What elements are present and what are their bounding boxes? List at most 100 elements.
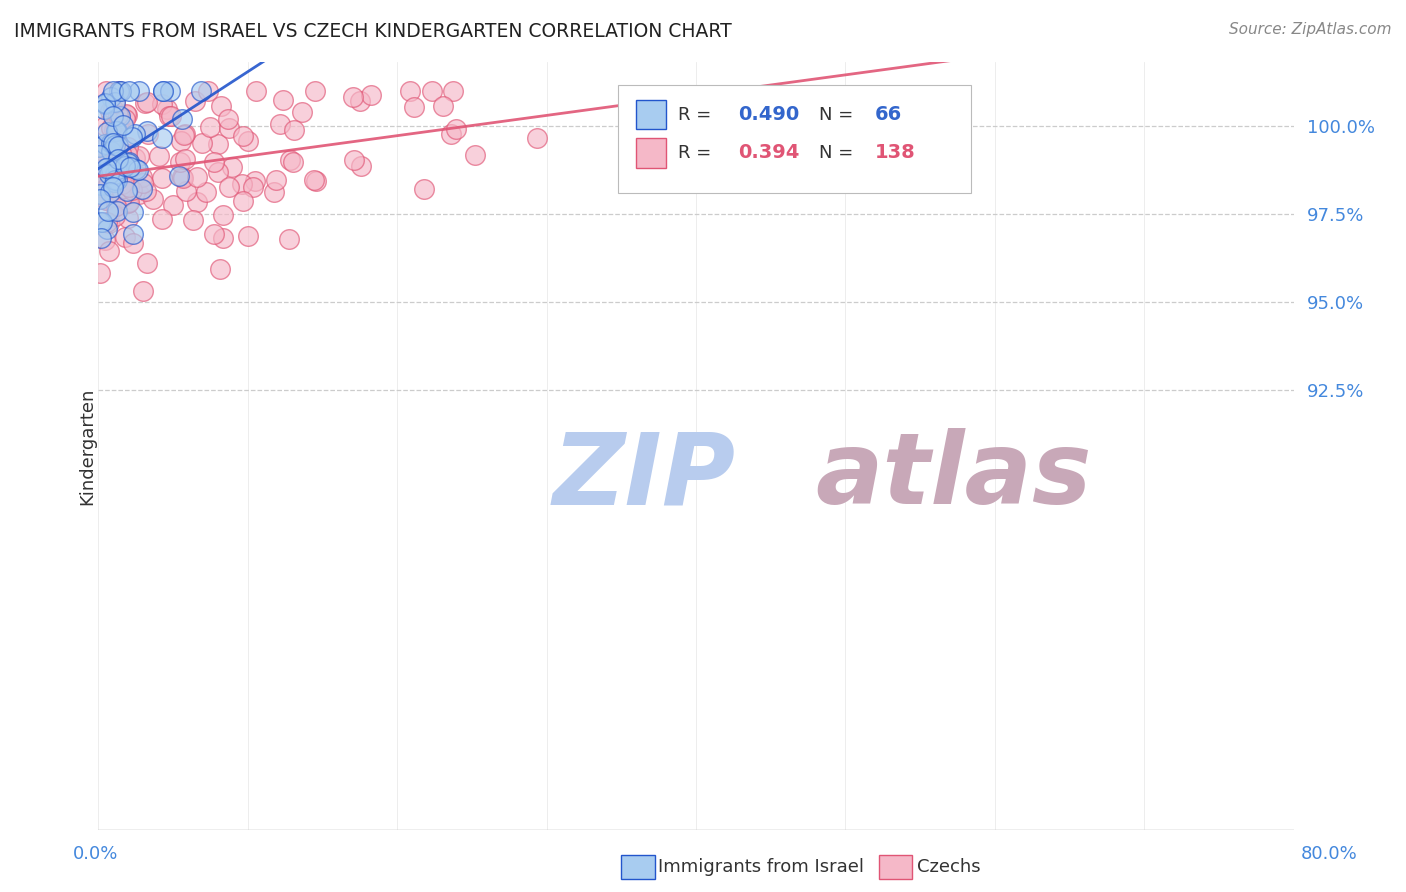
Immigrants from Israel bbox=[107, 139, 129, 153]
Immigrants from Israel bbox=[152, 84, 174, 98]
Czechs bbox=[117, 140, 139, 154]
Czechs bbox=[202, 154, 225, 169]
Immigrants from Israel bbox=[112, 157, 135, 171]
Czechs bbox=[118, 194, 141, 209]
Immigrants from Israel bbox=[89, 140, 111, 154]
Czechs bbox=[231, 178, 253, 192]
Czechs bbox=[209, 99, 232, 113]
Czechs bbox=[271, 94, 294, 108]
Czechs bbox=[91, 181, 114, 195]
Immigrants from Israel bbox=[104, 138, 127, 153]
Czechs bbox=[208, 261, 231, 276]
Text: 0.490: 0.490 bbox=[738, 105, 799, 124]
Immigrants from Israel bbox=[150, 131, 173, 145]
Czechs bbox=[172, 170, 194, 185]
Czechs bbox=[432, 99, 454, 113]
Immigrants from Israel bbox=[121, 129, 143, 144]
Czechs bbox=[103, 209, 125, 223]
Immigrants from Israel bbox=[101, 84, 124, 98]
Czechs bbox=[104, 198, 127, 212]
Immigrants from Israel bbox=[118, 84, 141, 98]
Czechs bbox=[96, 84, 118, 98]
Immigrants from Israel bbox=[110, 84, 132, 98]
Czechs bbox=[94, 161, 117, 176]
Czechs bbox=[211, 208, 233, 222]
Immigrants from Israel bbox=[100, 162, 122, 177]
Czechs bbox=[173, 128, 195, 143]
Immigrants from Israel bbox=[94, 136, 117, 151]
Czechs bbox=[148, 149, 170, 163]
Immigrants from Israel bbox=[104, 124, 127, 138]
Czechs bbox=[184, 95, 207, 109]
Czechs bbox=[157, 109, 180, 123]
Czechs bbox=[218, 180, 240, 194]
Czechs bbox=[94, 119, 117, 133]
Czechs bbox=[111, 190, 134, 204]
Immigrants from Israel bbox=[101, 110, 124, 124]
Czechs bbox=[202, 227, 225, 241]
Text: N =: N = bbox=[820, 144, 859, 162]
Czechs bbox=[263, 185, 285, 199]
Czechs bbox=[398, 84, 420, 98]
Czechs bbox=[101, 134, 124, 148]
Czechs bbox=[120, 162, 142, 177]
Immigrants from Israel bbox=[120, 160, 142, 174]
Immigrants from Israel bbox=[190, 84, 212, 98]
Immigrants from Israel bbox=[89, 215, 111, 229]
Bar bbox=[637, 138, 666, 168]
Czechs bbox=[128, 149, 150, 163]
Czechs bbox=[304, 84, 326, 98]
Immigrants from Israel bbox=[136, 124, 159, 138]
Czechs bbox=[89, 266, 111, 280]
Czechs bbox=[413, 181, 436, 195]
Czechs bbox=[243, 174, 266, 188]
Czechs bbox=[464, 148, 486, 162]
Czechs bbox=[281, 155, 304, 169]
Czechs bbox=[117, 211, 139, 225]
Immigrants from Israel bbox=[100, 136, 122, 150]
Text: Czechs: Czechs bbox=[917, 858, 980, 876]
Czechs bbox=[117, 195, 139, 210]
Czechs bbox=[242, 179, 264, 194]
Czechs bbox=[89, 144, 111, 158]
Immigrants from Israel bbox=[103, 176, 125, 190]
Czechs bbox=[104, 153, 127, 168]
Czechs bbox=[156, 102, 179, 116]
Czechs bbox=[207, 137, 229, 152]
Immigrants from Israel bbox=[96, 125, 118, 139]
Immigrants from Israel bbox=[108, 84, 131, 98]
Text: R =: R = bbox=[678, 144, 717, 162]
Czechs bbox=[526, 131, 548, 145]
Czechs bbox=[277, 232, 299, 246]
Czechs bbox=[218, 120, 240, 135]
Czechs bbox=[191, 136, 214, 150]
Czechs bbox=[181, 213, 204, 227]
Immigrants from Israel bbox=[124, 128, 146, 142]
Czechs bbox=[342, 89, 364, 103]
Czechs bbox=[111, 178, 134, 192]
Czechs bbox=[114, 159, 136, 173]
Czechs bbox=[136, 95, 159, 109]
Immigrants from Israel bbox=[117, 156, 139, 170]
Immigrants from Israel bbox=[97, 160, 120, 174]
Czechs bbox=[132, 284, 155, 298]
Czechs bbox=[278, 153, 301, 168]
Czechs bbox=[444, 122, 467, 136]
Immigrants from Israel bbox=[94, 97, 117, 112]
Czechs bbox=[98, 103, 121, 118]
Czechs bbox=[97, 178, 120, 192]
Immigrants from Israel bbox=[105, 172, 128, 186]
Czechs bbox=[96, 137, 118, 152]
Immigrants from Israel bbox=[125, 161, 148, 176]
Immigrants from Israel bbox=[103, 180, 125, 194]
Text: Immigrants from Israel: Immigrants from Israel bbox=[658, 858, 865, 876]
Immigrants from Israel bbox=[105, 204, 128, 219]
Y-axis label: Kindergarten: Kindergarten bbox=[79, 387, 96, 505]
Czechs bbox=[93, 233, 115, 247]
Czechs bbox=[349, 95, 371, 109]
Czechs bbox=[350, 159, 373, 173]
Immigrants from Israel bbox=[122, 227, 145, 241]
Immigrants from Israel bbox=[89, 186, 111, 201]
Immigrants from Israel bbox=[167, 169, 190, 183]
Czechs bbox=[91, 158, 114, 172]
